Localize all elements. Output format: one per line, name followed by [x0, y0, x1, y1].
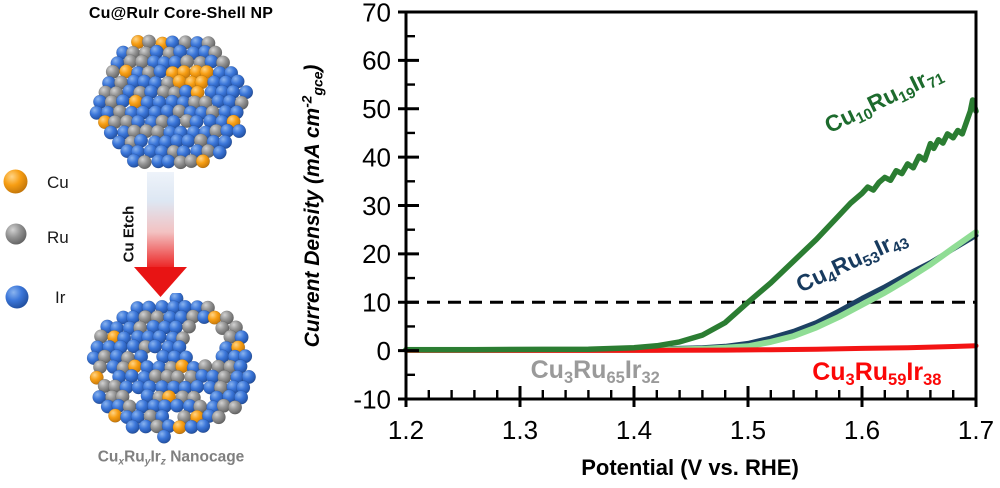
y-tick-label: 30: [362, 191, 391, 221]
y-tick-label: 0: [377, 336, 391, 366]
nanocage-image: [86, 293, 256, 444]
x-axis-ticks: [404, 386, 978, 407]
curve-Cu10Ru19Ir71: [403, 97, 979, 353]
nanocage-label: CuxRuyIrz Nanocage: [97, 448, 245, 468]
legend-label-cu: Cu: [47, 173, 69, 192]
curve-label-Cu3Ru59Ir38: Cu3Ru59Ir38: [812, 358, 942, 390]
cu-sphere-icon: [3, 169, 28, 194]
y-tick-labels: -10 0 10 20 30 40 50 60 70: [353, 0, 391, 414]
y-tick-label: -10: [353, 384, 391, 414]
y-tick-label: 50: [362, 94, 391, 124]
legend-label-ir: Ir: [55, 288, 66, 307]
y-tick-label: 10: [362, 288, 391, 318]
y-axis-ticks: [398, 10, 419, 401]
core-shell-title: Cu@RuIr Core-Shell NP: [88, 5, 274, 22]
y-tick-label: 60: [362, 46, 391, 76]
ru-sphere-icon: [5, 223, 27, 245]
y-axis-title: Current Density (mA cm-2gce): [298, 64, 326, 348]
curves: [403, 97, 979, 353]
core-shell-np-image: [89, 34, 254, 170]
ir-sphere-icon: [5, 285, 29, 309]
x-tick-label: 1.7: [958, 415, 994, 445]
x-tick-label: 1.6: [844, 415, 880, 445]
x-axis-title: Potential (V vs. RHE): [581, 455, 799, 480]
curve-label-Cu3Ru65Ir32: Cu3Ru65Ir32: [530, 356, 660, 388]
x-tick-label: 1.3: [502, 415, 538, 445]
y-tick-label: 40: [362, 142, 391, 172]
y-tick-label: 20: [362, 239, 391, 269]
legend-label-ru: Ru: [47, 228, 69, 247]
x-tick-labels: 1.2 1.3 1.4 1.5 1.6 1.7: [388, 415, 994, 445]
y-tick-label: 70: [362, 0, 391, 27]
etch-arrow-icon: [134, 172, 187, 297]
curve-Cu3Ru59Ir38: [403, 343, 979, 353]
x-tick-label: 1.5: [730, 415, 766, 445]
x-tick-label: 1.4: [616, 415, 652, 445]
x-tick-label: 1.2: [388, 415, 424, 445]
